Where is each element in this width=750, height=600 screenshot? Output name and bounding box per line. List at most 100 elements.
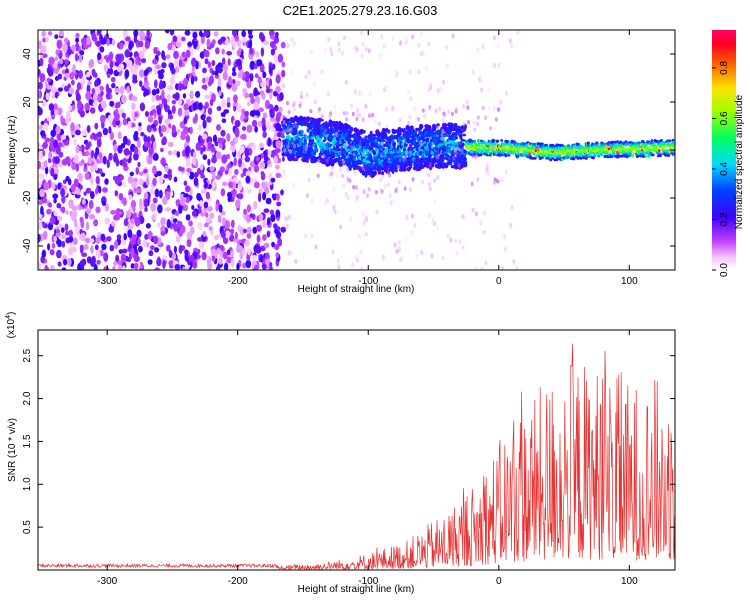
spectrogram-cell	[144, 233, 149, 240]
spectrogram-cell	[136, 188, 142, 194]
spectrogram-cell	[461, 214, 465, 220]
spectrogram-cell	[162, 255, 168, 260]
spectrogram-cell	[423, 113, 427, 119]
spectrogram-cell	[204, 181, 208, 189]
spectrogram-cell	[57, 87, 63, 92]
spectrogram-cells	[38, 30, 675, 270]
spectrogram-cell	[501, 266, 505, 270]
spectrogram-cell	[122, 135, 128, 145]
spectrogram-cell	[95, 187, 99, 195]
spectrogram-cell	[205, 76, 210, 83]
spectrogram-cell	[242, 126, 246, 131]
spectrogram-cell	[205, 217, 211, 224]
spectrogram-cell	[239, 250, 244, 260]
spectrogram-cell	[155, 88, 160, 95]
spectrogram-cell	[150, 134, 155, 143]
spectrogram-cell	[50, 264, 55, 270]
spectrogram-cell	[56, 107, 63, 116]
spectrogram-cell	[144, 111, 150, 117]
spectrogram-cell	[75, 163, 79, 172]
spectrogram-x-tick-label: 0	[496, 276, 502, 287]
spectrogram-cell	[64, 85, 70, 92]
spectrogram-cell	[177, 35, 182, 43]
spectrogram-cell	[467, 120, 471, 125]
spectrogram-cell	[271, 241, 276, 248]
spectrogram-cell	[76, 82, 82, 91]
spectrogram-cell	[470, 181, 474, 187]
spectrogram-cell	[191, 210, 197, 217]
spectrogram-cell	[38, 233, 41, 243]
spectrogram-cell	[114, 176, 121, 185]
spectrogram-cell	[106, 159, 110, 169]
spectrogram-cell	[112, 261, 118, 266]
spectrogram-cell	[492, 180, 496, 185]
spectrogram-cell	[427, 172, 431, 177]
spectrogram-cell	[510, 43, 514, 49]
spectrogram-cell	[269, 41, 276, 48]
spectrogram-cell	[110, 209, 116, 215]
colorbar-tick-label: 0.0	[719, 263, 730, 277]
spectrogram-cell	[348, 178, 352, 183]
spectrogram-cell	[206, 38, 211, 48]
spectrogram-cell	[60, 134, 66, 140]
spectrogram-cell	[38, 90, 41, 99]
spectrogram-cell	[190, 75, 195, 85]
spectrogram-cell	[275, 85, 281, 93]
spectrogram-cell	[197, 102, 203, 111]
spectrogram-cell	[61, 69, 66, 75]
spectrogram-cell	[551, 157, 555, 160]
spectrogram-cell	[38, 160, 42, 169]
spectrogram-cell	[137, 126, 143, 132]
spectrogram-cell	[185, 49, 191, 58]
spectrogram-cell	[57, 249, 62, 258]
spectrogram-cell	[269, 262, 273, 268]
spectrogram-cell	[158, 116, 162, 125]
spectrogram-cell	[248, 166, 252, 172]
spectrogram-cell	[340, 50, 345, 56]
spectrogram-cell	[54, 34, 59, 40]
spectrogram-cell	[268, 66, 273, 75]
spectrogram-cell	[244, 92, 250, 99]
spectrogram-cell	[133, 152, 139, 161]
spectrogram-y-tick-label: 0	[22, 147, 33, 153]
spectrogram-cell	[131, 110, 135, 119]
spectrogram-cell	[393, 242, 397, 248]
spectrogram-cell	[171, 124, 176, 134]
spectrogram-cell	[52, 193, 59, 199]
spectrogram-cell	[81, 252, 88, 258]
spectrogram-cell	[450, 111, 454, 117]
spectrogram-cell	[391, 36, 395, 42]
spectrogram-cell	[106, 236, 112, 242]
spectrogram-cell	[360, 266, 364, 270]
spectrogram-cell	[325, 158, 329, 163]
spectrogram-cell	[150, 202, 157, 212]
spectrogram-cell	[116, 66, 122, 73]
spectrogram-cell	[91, 88, 96, 95]
spectrogram-cell	[180, 133, 187, 141]
spectrogram-cell	[240, 145, 245, 153]
spectrogram-cell	[561, 151, 565, 155]
spectrogram-cell	[177, 107, 183, 117]
spectrogram-cell	[122, 181, 126, 187]
spectrogram-cell	[126, 210, 132, 219]
spectrogram-cell	[203, 30, 210, 37]
spectrogram-cell	[38, 181, 42, 189]
spectrogram-cell	[155, 94, 161, 101]
spectrogram-cell	[75, 32, 80, 39]
spectrogram-cell	[430, 144, 434, 149]
spectrogram-cell	[275, 113, 281, 123]
spectrogram-cell	[85, 221, 90, 231]
spectrogram-cell	[137, 161, 141, 168]
spectrogram-cell	[263, 155, 269, 162]
spectrogram-cell	[282, 120, 286, 125]
spectrogram-cell	[476, 115, 480, 120]
spectrogram-cell	[48, 202, 53, 208]
spectrogram-cell	[133, 177, 138, 183]
spectrogram-cell	[459, 134, 463, 140]
spectrogram-cell	[508, 38, 512, 44]
spectrogram-cell	[158, 125, 162, 134]
spectrogram-cell	[222, 251, 228, 260]
spectrogram-cell	[299, 115, 303, 121]
spectrogram-cell	[154, 79, 158, 89]
spectrogram-cell	[54, 91, 59, 99]
